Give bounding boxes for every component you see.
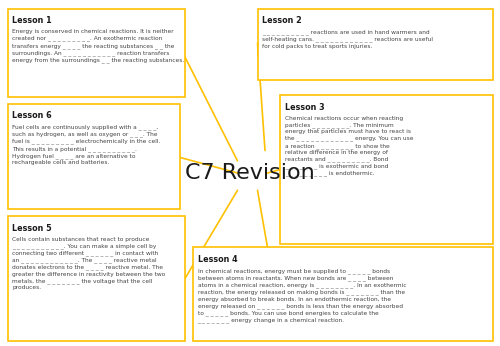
Text: Lesson 5: Lesson 5: [12, 224, 52, 233]
Text: Lesson 1: Lesson 1: [12, 16, 52, 25]
FancyBboxPatch shape: [258, 9, 492, 80]
Text: Lesson 2: Lesson 2: [262, 16, 302, 25]
Text: Energy is conserved in chemical reactions. It is neither
created nor _ _ _ _ _ _: Energy is conserved in chemical reaction…: [12, 29, 185, 63]
Text: Lesson 3: Lesson 3: [285, 103, 325, 112]
FancyBboxPatch shape: [280, 95, 492, 244]
Text: Lesson 4: Lesson 4: [198, 255, 237, 264]
Text: In chemical reactions, energy must be supplied to _ _ _ _ _ bonds
between atoms : In chemical reactions, energy must be su…: [198, 268, 406, 323]
Text: _ _ _ _ _ _ _ _ _ _ reactions are used in hand warmers and
self-heating cans. _ : _ _ _ _ _ _ _ _ _ _ reactions are used i…: [262, 29, 434, 48]
FancyBboxPatch shape: [8, 9, 185, 97]
Text: Cells contain substances that react to produce
_ _ _ _ _ _ _ _ _ _ _. You can ma: Cells contain substances that react to p…: [12, 237, 166, 290]
Text: C7 Revision: C7 Revision: [185, 163, 315, 183]
FancyBboxPatch shape: [192, 247, 492, 341]
FancyBboxPatch shape: [8, 216, 185, 341]
Text: Chemical reactions occur when reacting
particles _ _ _ _ _ _ _ _. The minimum
en: Chemical reactions occur when reacting p…: [285, 116, 414, 176]
Text: Fuel cells are continuously supplied with a _ _ _ _,
such as hydrogen, as well a: Fuel cells are continuously supplied wit…: [12, 125, 161, 165]
Text: Lesson 6: Lesson 6: [12, 111, 52, 120]
FancyBboxPatch shape: [8, 104, 180, 209]
